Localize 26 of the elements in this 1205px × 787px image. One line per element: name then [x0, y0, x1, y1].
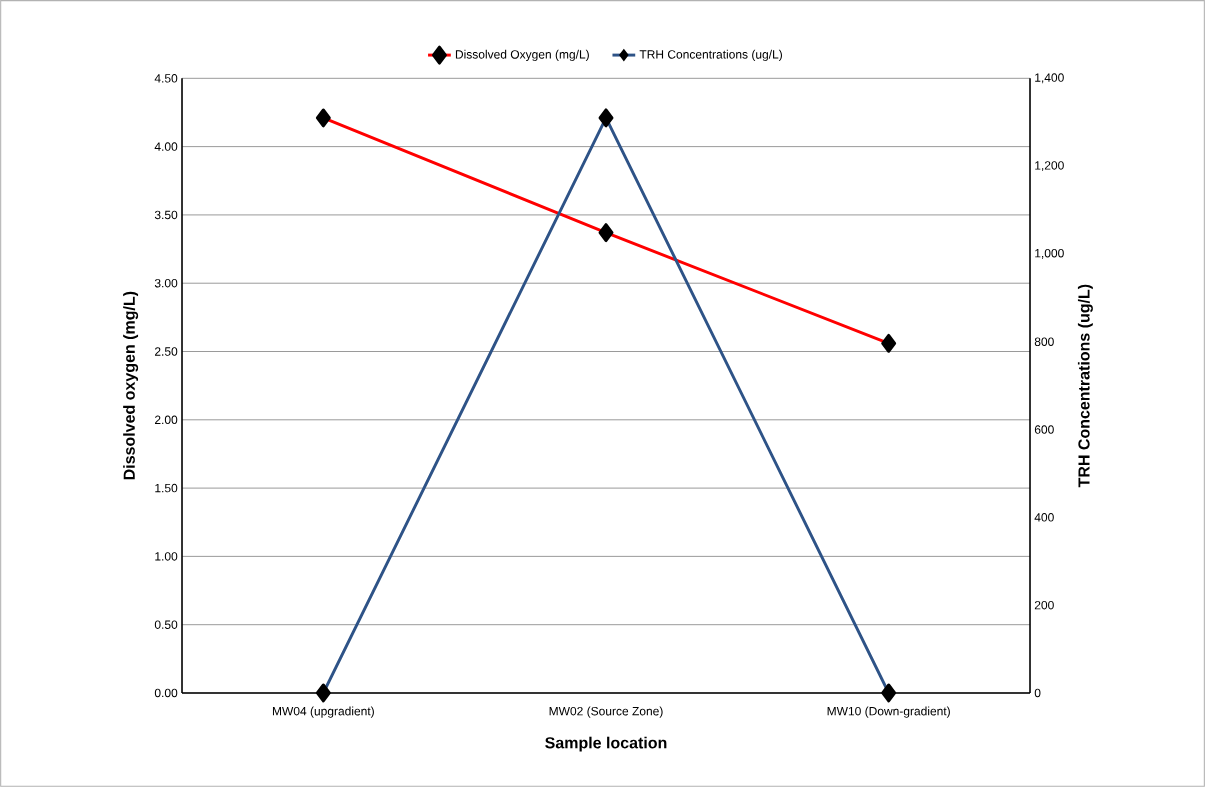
x-tick-label: MW10 (Down-gradient)	[827, 706, 950, 718]
y-tick-label: 3.50	[154, 210, 178, 220]
y-tick-label: 2.50	[154, 347, 178, 356]
y2-tick-label: 1,400	[1035, 73, 1064, 84]
y2-tick-label: 1,200	[1035, 161, 1064, 172]
y2-tick-label: 600	[1034, 425, 1054, 434]
legend-label: TRH Concentrations (ug/L)	[639, 49, 782, 62]
y-tick-label: 0.50	[154, 620, 178, 629]
y2-axis-title: TRH Concentrations (ug/L)	[1077, 284, 1093, 488]
x-tick-label: MW02 (Source Zone)	[549, 706, 663, 718]
y-axis-title: Dissolved oxygen (mg/L)	[123, 291, 139, 480]
x-axis-title: Sample location	[545, 736, 667, 752]
x-tick-label: MW04 (upgradient)	[272, 706, 374, 718]
y2-tick-label: 400	[1034, 513, 1054, 522]
y-tick-label: 4.50	[154, 74, 178, 83]
y-tick-label: 4.00	[154, 142, 178, 151]
legend-label: Dissolved Oxygen (mg/L)	[455, 49, 589, 62]
y-tick-label: 0.00	[154, 688, 178, 698]
y-tick-label: 3.00	[154, 278, 178, 288]
y-tick-label: 2.00	[154, 415, 178, 425]
y-tick-label: 1.00	[155, 552, 178, 561]
y2-tick-label: 800	[1034, 337, 1054, 346]
y2-tick-label: 200	[1034, 600, 1054, 610]
y2-tick-label: 1,000	[1035, 248, 1064, 259]
y-tick-label: 1.50	[155, 483, 178, 493]
y2-tick-label: 0	[1034, 688, 1041, 698]
